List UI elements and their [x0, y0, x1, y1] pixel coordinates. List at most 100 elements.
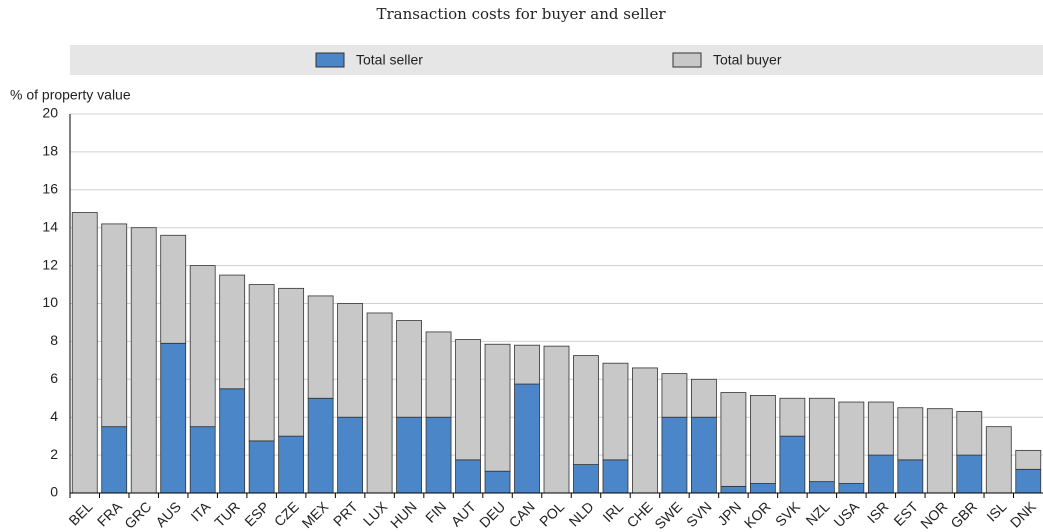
bar-segment [71, 212, 98, 494]
x-tick-label: ISL [983, 498, 1009, 524]
x-tick-label: PRT [330, 498, 361, 529]
bar-segment [514, 344, 540, 385]
bar-segment [219, 274, 246, 390]
bar-segment [661, 373, 688, 418]
x-tick-label: GRC [121, 498, 154, 531]
x-tick-label: AUS [152, 498, 184, 530]
bar-segment [189, 426, 216, 494]
bar-segment [337, 303, 364, 418]
x-tick-label: DEU [476, 498, 508, 530]
x-tick-label: MEX [299, 498, 332, 531]
bar-segment [926, 408, 953, 494]
bar-segment [867, 454, 894, 494]
bar-segment [337, 416, 364, 494]
x-tick-label: POL [536, 498, 567, 529]
y-tick-label: 14 [42, 218, 58, 234]
chart-title: Transaction costs for buyer and seller [377, 5, 667, 23]
bar-segment [838, 483, 865, 494]
bar-segment [307, 397, 334, 494]
bar-segment [307, 295, 334, 399]
x-tick-label: USA [830, 498, 862, 530]
x-tick-label: BEL [65, 498, 95, 528]
bar-segment [189, 265, 216, 428]
x-tick-label: DNK [1007, 498, 1040, 531]
x-tick-label: NLD [566, 498, 597, 529]
bar-segment [484, 470, 511, 494]
y-tick-label: 12 [42, 256, 58, 272]
bar-segment [632, 367, 658, 494]
legend-swatch [315, 52, 345, 68]
bar-segment [248, 440, 275, 494]
bar-segment [278, 435, 305, 494]
bar-segment [779, 435, 806, 494]
x-tick-label: SWE [651, 498, 685, 532]
bar-segment [219, 388, 246, 494]
bar-segment [396, 320, 422, 418]
y-tick-label: 6 [50, 370, 58, 386]
legend-band [70, 45, 1043, 75]
x-tick-label: ESP [241, 498, 272, 529]
bar-segment [543, 345, 570, 494]
bar-segment [985, 426, 1012, 494]
x-tick-label: SVK [772, 498, 804, 530]
y-tick-label: 4 [50, 408, 58, 424]
bar-segment [101, 426, 128, 494]
bar-segment [455, 459, 481, 494]
bar-segment [956, 411, 983, 456]
bar-segment [160, 342, 187, 494]
bar-segment [867, 401, 894, 456]
bar-segment [101, 223, 128, 428]
bar-segment [425, 331, 452, 418]
y-axis-label: % of property value [10, 87, 131, 103]
bar-segment [1015, 449, 1042, 470]
x-tick-label: LUX [360, 498, 391, 529]
bar-segment [514, 383, 540, 494]
bar-segment [425, 416, 452, 494]
x-tick-label: SVN [683, 498, 715, 530]
bar-segment [484, 343, 511, 472]
x-tick-label: NOR [917, 498, 950, 531]
bar-segment [248, 284, 275, 442]
x-tick-label: AUT [448, 498, 479, 529]
bar-segment [1015, 468, 1042, 494]
bar-segment [838, 401, 865, 484]
x-tick-label: CAN [506, 498, 538, 530]
bar-segment [691, 378, 717, 418]
bar-segment [720, 485, 747, 494]
bar-segment [749, 395, 776, 484]
x-tick-label: FIN [422, 498, 449, 525]
bar-segment [602, 459, 629, 494]
bar-segment [691, 416, 717, 494]
y-tick-label: 2 [50, 446, 58, 462]
x-tick-label: HUN [387, 498, 420, 531]
x-tick-label: GBR [947, 498, 980, 531]
x-tick-label: JPN [714, 498, 744, 528]
y-tick-label: 10 [42, 294, 58, 310]
bar-segment [602, 362, 629, 461]
y-tick-label: 18 [42, 143, 58, 159]
legend-label: Total seller [356, 52, 423, 68]
bar-segment [808, 481, 835, 494]
bar-segment [573, 464, 599, 494]
x-tick-label: FRA [94, 498, 126, 530]
bar-segment [396, 416, 422, 494]
x-tick-label: CHE [623, 498, 655, 530]
bar-segment [130, 227, 157, 494]
x-tick-label: ISR [864, 498, 892, 526]
bar-segment [956, 454, 983, 494]
x-tick-label: KOR [741, 498, 774, 531]
x-tick-label: ITA [187, 498, 213, 524]
y-tick-label: 0 [50, 484, 58, 500]
bar-segment [160, 234, 187, 344]
bar-segment [366, 312, 393, 494]
x-tick-label: NZL [803, 498, 833, 528]
x-tick-label: EST [890, 498, 921, 529]
bar-segment [897, 407, 924, 461]
y-tick-label: 16 [42, 181, 58, 197]
x-tick-label: TUR [211, 498, 243, 530]
x-tick-label: CZE [271, 498, 302, 529]
bar-segment [661, 416, 688, 494]
x-tick-label: IRL [599, 498, 626, 525]
